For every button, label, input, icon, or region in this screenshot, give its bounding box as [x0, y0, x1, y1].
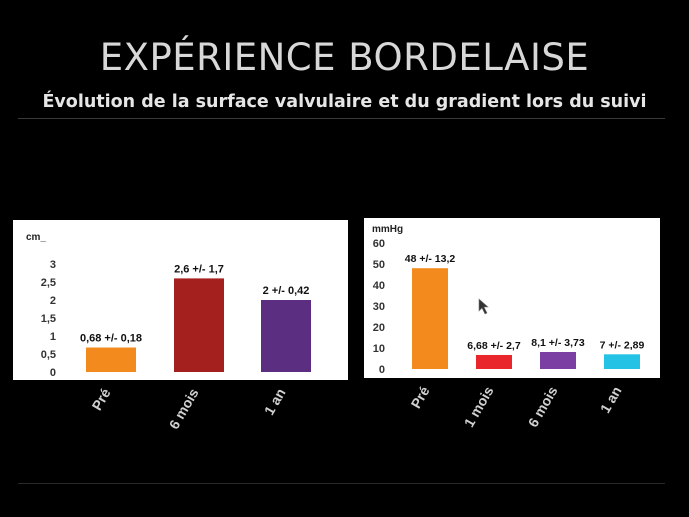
bar [174, 278, 224, 372]
data-label: 7 +/- 2,89 [600, 339, 645, 351]
y-tick-label: 20 [373, 322, 385, 334]
gradient-unit-label: mmHg [372, 224, 403, 235]
y-tick-label: 3 [50, 259, 56, 271]
category-label: 6 mois [166, 385, 202, 432]
y-tick-label: 30 [373, 301, 385, 313]
y-tick-label: 0,5 [41, 349, 56, 361]
category-label: Pré [88, 385, 113, 413]
slide-subtitle: Évolution de la surface valvulaire et du… [42, 92, 647, 112]
category-label: 1 an [597, 384, 625, 416]
y-tick-label: 2,5 [41, 277, 56, 289]
gradient-chart-panel [364, 218, 660, 378]
category-label: 1 mois [461, 383, 497, 430]
y-tick-label: 40 [373, 280, 385, 292]
y-tick-label: 2 [50, 295, 56, 307]
y-tick-label: 1,5 [41, 313, 56, 325]
surface-unit-label: cm_ [26, 232, 46, 243]
y-tick-label: 60 [373, 238, 385, 250]
y-tick-label: 0 [379, 364, 385, 376]
slide-title: EXPÉRIENCE BORDELAISE [99, 36, 590, 79]
y-tick-label: 10 [373, 343, 385, 355]
data-label: 0,68 +/- 0,18 [80, 333, 142, 345]
surface-chart: cm_ 0 0,5 1 1,5 2 2,5 3 0,68 +/- 0,18 2,6 +/- 1… [13, 220, 348, 432]
bar [540, 351, 576, 369]
bar [261, 300, 311, 372]
bar [86, 347, 136, 372]
data-label: 8,1 +/- 3,73 [531, 337, 585, 349]
footer-divider [18, 483, 665, 484]
data-label: 2 +/- 0,42 [263, 285, 310, 297]
bar [604, 354, 640, 369]
mouse-cursor-icon [478, 298, 489, 315]
gradient-chart: mmHg 0 10 20 30 40 50 60 48 +/- 13,2 6,68 +/- 2… [364, 218, 660, 430]
y-tick-label: 0 [50, 367, 56, 379]
bar [412, 268, 448, 369]
category-label: Pré [407, 383, 432, 411]
title-divider [18, 118, 665, 119]
data-label: 48 +/- 13,2 [405, 253, 456, 265]
category-label: 1 an [261, 386, 289, 418]
y-tick-label: 50 [373, 259, 385, 271]
data-label: 6,68 +/- 2,7 [467, 340, 521, 352]
category-label: 6 mois [525, 383, 561, 430]
data-label: 2,6 +/- 1,7 [174, 263, 224, 275]
y-tick-label: 1 [50, 331, 56, 343]
bar [476, 354, 512, 369]
